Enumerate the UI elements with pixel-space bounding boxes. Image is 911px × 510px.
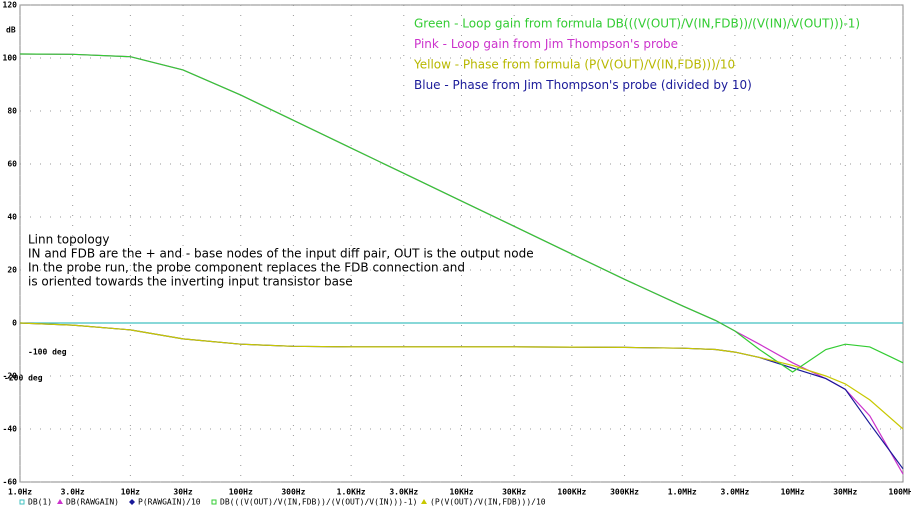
x-tick-label: 100Hz [229,488,253,497]
note: In the probe run, the probe component re… [28,261,465,275]
legend-marker [211,499,217,505]
series-line [19,53,904,373]
legend-item: (P(V(OUT)/V(IN,FDB)))/10 [421,498,546,507]
legend-label: DB(RAWGAIN) [66,498,119,507]
x-tick-label: 3.0KHz [389,488,418,497]
x-tick-label: 30KHz [502,488,526,497]
y-tick-label: -40 [3,425,18,434]
y-tick-label: 20 [7,266,17,275]
legend-marker [57,499,63,504]
x-tick-label: 100MHz [889,488,911,497]
x-tick-label: 3.0Hz [61,488,85,497]
legend-label: DB(((V(OUT)/V(IN,FDB))/(V(OUT)/V(IN)))-1… [220,498,417,507]
legend-marker [129,499,135,505]
y-tick-label: 40 [7,213,17,222]
legend-label: P(RAWGAIN)/10 [138,498,201,507]
legend-item: DB(RAWGAIN) [57,498,119,507]
x-tick-label: 300KHz [610,488,639,497]
deg-label: -200 deg [4,374,43,383]
legend-marker [19,499,25,505]
note: IN and FDB are the + and - base nodes of… [28,247,534,261]
x-tick-label: 300Hz [281,488,305,497]
y-tick-label: 120 [3,1,18,10]
x-tick-label: 1.0MHz [668,488,697,497]
y-tick-label: 100 [3,54,18,63]
legend-item: DB(((V(OUT)/V(IN,FDB))/(V(OUT)/V(IN)))-1… [211,498,417,507]
x-tick-label: 10KHz [449,488,473,497]
y-tick-label: -60 [3,478,18,487]
legend-label: (P(V(OUT)/V(IN,FDB)))/10 [430,498,546,507]
y-tick-label: -20 [3,372,18,381]
x-tick-label: 10Hz [121,488,140,497]
legend-item: P(RAWGAIN)/10 [129,498,201,507]
y-unit-label: dB [6,26,16,35]
note: Blue - Phase from Jim Thompson's probe (… [414,78,752,92]
x-tick-label: 1.0Hz [8,488,32,497]
x-tick-label: 1.0KHz [337,488,366,497]
note: Yellow - Phase from formula (P(V(OUT)/V(… [413,58,735,72]
note: Pink - Loop gain from Jim Thompson's pro… [414,37,678,51]
series-line [19,322,904,430]
plot-frame [19,4,904,483]
x-tick-label: 30Hz [173,488,192,497]
x-tick-label: 30MHz [833,488,857,497]
y-tick-label: 80 [7,107,17,116]
legend-marker [421,499,427,504]
y-tick-label: 60 [7,160,17,169]
note: is oriented towards the inverting input … [28,275,353,289]
x-tick-label: 3.0MHz [720,488,749,497]
note: Green - Loop gain from formula DB(((V(OU… [414,17,860,31]
note: Linn topology [28,233,109,247]
x-tick-label: 10MHz [781,488,805,497]
y-tick-label: 0 [12,319,17,328]
legend-item: DB(1) [19,498,52,507]
deg-label: -100 deg [28,348,67,357]
x-tick-label: 100KHz [557,488,586,497]
legend-label: DB(1) [28,498,52,507]
